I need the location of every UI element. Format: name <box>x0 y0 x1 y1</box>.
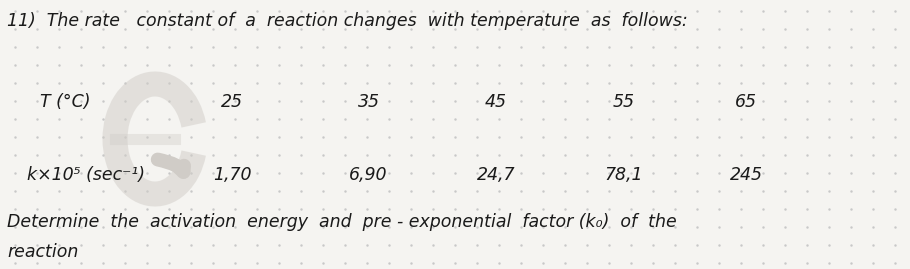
Text: k×10⁵ (sec⁻¹): k×10⁵ (sec⁻¹) <box>27 166 146 184</box>
Text: 35: 35 <box>358 93 379 111</box>
Text: 11)  The rate   constant of  a  reaction changes  with temperature  as  follows:: 11) The rate constant of a reaction chan… <box>7 12 688 30</box>
Text: reaction: reaction <box>7 243 78 261</box>
Text: 55: 55 <box>612 93 634 111</box>
Text: 45: 45 <box>485 93 507 111</box>
Text: 25: 25 <box>221 93 243 111</box>
Text: 6,90: 6,90 <box>349 166 388 184</box>
Text: 65: 65 <box>735 93 757 111</box>
Text: T (°C): T (°C) <box>40 93 91 111</box>
Text: 24,7: 24,7 <box>477 166 515 184</box>
Text: Determine  the  activation  energy  and  pre - exponential  factor (k₀)  of  the: Determine the activation energy and pre … <box>7 213 677 231</box>
Text: 78,1: 78,1 <box>604 166 642 184</box>
Text: 245: 245 <box>730 166 763 184</box>
Text: 1,70: 1,70 <box>213 166 251 184</box>
